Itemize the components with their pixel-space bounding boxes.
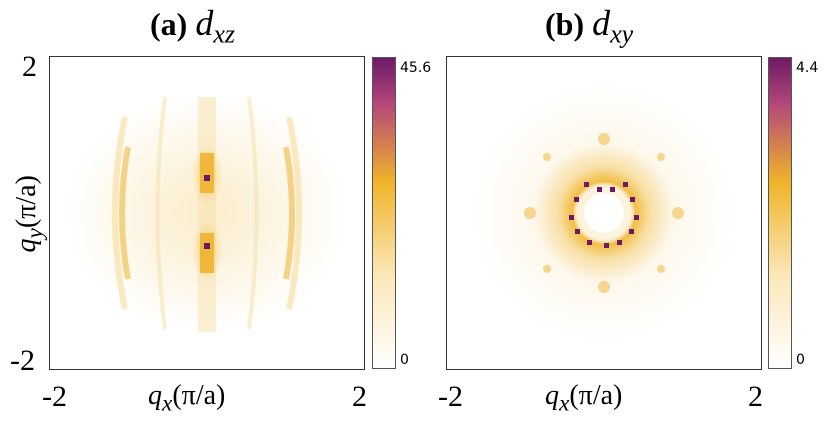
colorbar-b-min: 0 (796, 352, 805, 368)
heatmap-a-svg (67, 93, 347, 333)
colorbar-a (372, 57, 396, 369)
arc-right-faint (247, 96, 259, 330)
y-axis-label-sub: y (21, 228, 48, 239)
panel-a-title-sub: xz (213, 19, 235, 49)
arc-right-outer (286, 116, 302, 310)
colorbar-b-max: 4.4 (796, 60, 819, 76)
panel-a-title: (a) dxz (150, 2, 235, 49)
colorbar-a-min: 0 (400, 352, 409, 368)
y-axis-label-unit: (π/a) (11, 175, 43, 229)
central-column (198, 97, 216, 332)
y-axis-label-var: q (11, 238, 43, 253)
x-axis-label-a: qx(π/a) (148, 380, 225, 418)
panel-b-title: (b) dxy (545, 2, 633, 49)
x-axis-label-b-sub: x (559, 390, 570, 417)
x-axis-label-b-unit: (π/a) (569, 380, 623, 411)
panel-a-title-symbol: d (195, 3, 214, 43)
center-hole-b (584, 193, 624, 233)
arc-right (283, 146, 295, 280)
x-axis-label-a-unit: (π/a) (172, 380, 226, 411)
heatmap-b-svg (474, 83, 734, 343)
x-axis-label-b-var: q (545, 380, 559, 411)
hot-bar-upper (200, 153, 214, 193)
satellite-spots-b (524, 133, 684, 293)
y-axis-label: qy(π/a) (11, 144, 49, 284)
x-tick-max-b: 2 (748, 380, 763, 413)
x-tick-max-a: 2 (352, 380, 367, 413)
colorbar-a-max: 45.6 (400, 60, 432, 76)
hot-spot-upper (204, 175, 210, 181)
heatmap-a (49, 56, 365, 370)
arc-left (119, 146, 131, 280)
panel-b-title-prefix: (b) (545, 6, 585, 42)
hot-spots-b (569, 182, 639, 248)
hot-spot-lower (204, 243, 210, 249)
x-axis-label-a-var: q (148, 380, 162, 411)
x-tick-min-b: -2 (438, 380, 463, 413)
x-axis-label-a-sub: x (162, 390, 173, 417)
y-tick-min: -2 (10, 344, 35, 377)
y-tick-max: 2 (22, 50, 37, 83)
hot-bar-lower (200, 233, 214, 273)
panel-b-title-sub: xy (610, 19, 634, 49)
x-axis-label-b: qx(π/a) (545, 380, 622, 418)
arc-left-faint (155, 96, 167, 330)
heatmap-b (446, 56, 762, 370)
panel-a-title-prefix: (a) (150, 6, 188, 42)
colorbar-b (768, 57, 792, 369)
panel-b-title-symbol: d (592, 3, 611, 43)
x-tick-min-a: -2 (42, 380, 67, 413)
arc-left-outer (112, 116, 128, 310)
